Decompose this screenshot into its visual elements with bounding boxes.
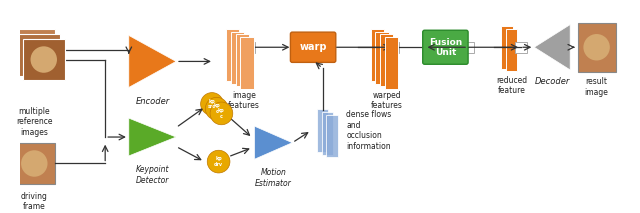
FancyBboxPatch shape	[322, 112, 333, 154]
FancyBboxPatch shape	[423, 30, 468, 64]
FancyBboxPatch shape	[241, 37, 253, 89]
Text: Motion
Estimator: Motion Estimator	[255, 168, 292, 188]
Polygon shape	[129, 118, 176, 156]
FancyBboxPatch shape	[23, 39, 65, 80]
FancyBboxPatch shape	[13, 29, 55, 71]
Text: dense flows
and
occlusion
information: dense flows and occlusion information	[346, 110, 392, 151]
Circle shape	[31, 46, 57, 73]
FancyBboxPatch shape	[515, 42, 527, 53]
FancyBboxPatch shape	[244, 42, 255, 53]
Text: result
image: result image	[585, 78, 609, 97]
Circle shape	[200, 93, 223, 115]
Text: driving
frame: driving frame	[21, 192, 48, 211]
Circle shape	[205, 97, 228, 120]
FancyBboxPatch shape	[371, 29, 384, 81]
Text: multiple
reference
images: multiple reference images	[16, 107, 52, 137]
Circle shape	[21, 37, 47, 63]
FancyBboxPatch shape	[226, 29, 239, 81]
FancyBboxPatch shape	[326, 115, 338, 157]
FancyBboxPatch shape	[317, 109, 328, 152]
Text: Fusion
Unit: Fusion Unit	[429, 37, 462, 57]
Text: Decoder: Decoder	[534, 76, 570, 86]
Text: Encoder: Encoder	[135, 97, 170, 106]
FancyBboxPatch shape	[380, 35, 394, 86]
FancyBboxPatch shape	[236, 35, 249, 86]
Text: warped
features: warped features	[371, 91, 403, 110]
Polygon shape	[534, 24, 570, 70]
FancyBboxPatch shape	[463, 42, 474, 53]
FancyBboxPatch shape	[18, 34, 60, 76]
Circle shape	[207, 150, 230, 173]
Text: kp
c: kp c	[218, 108, 225, 119]
Circle shape	[26, 42, 52, 68]
Text: kp
src: kp src	[208, 99, 216, 109]
FancyBboxPatch shape	[501, 26, 513, 69]
Text: kp
c: kp c	[213, 103, 220, 114]
FancyBboxPatch shape	[385, 37, 398, 89]
Circle shape	[584, 34, 610, 60]
Polygon shape	[255, 126, 292, 159]
Circle shape	[210, 102, 233, 125]
FancyBboxPatch shape	[376, 32, 388, 84]
Text: image
features: image features	[228, 91, 260, 110]
Text: reduced
feature: reduced feature	[496, 76, 527, 95]
Text: Keypoint
Detector: Keypoint Detector	[136, 165, 169, 185]
Polygon shape	[129, 35, 176, 87]
FancyBboxPatch shape	[13, 143, 55, 184]
FancyBboxPatch shape	[578, 23, 616, 72]
FancyBboxPatch shape	[506, 29, 517, 71]
Text: kp
drv: kp drv	[214, 156, 223, 167]
Circle shape	[21, 150, 47, 177]
FancyBboxPatch shape	[291, 32, 336, 62]
FancyBboxPatch shape	[388, 42, 399, 53]
Text: warp: warp	[300, 42, 327, 52]
FancyBboxPatch shape	[231, 32, 244, 84]
